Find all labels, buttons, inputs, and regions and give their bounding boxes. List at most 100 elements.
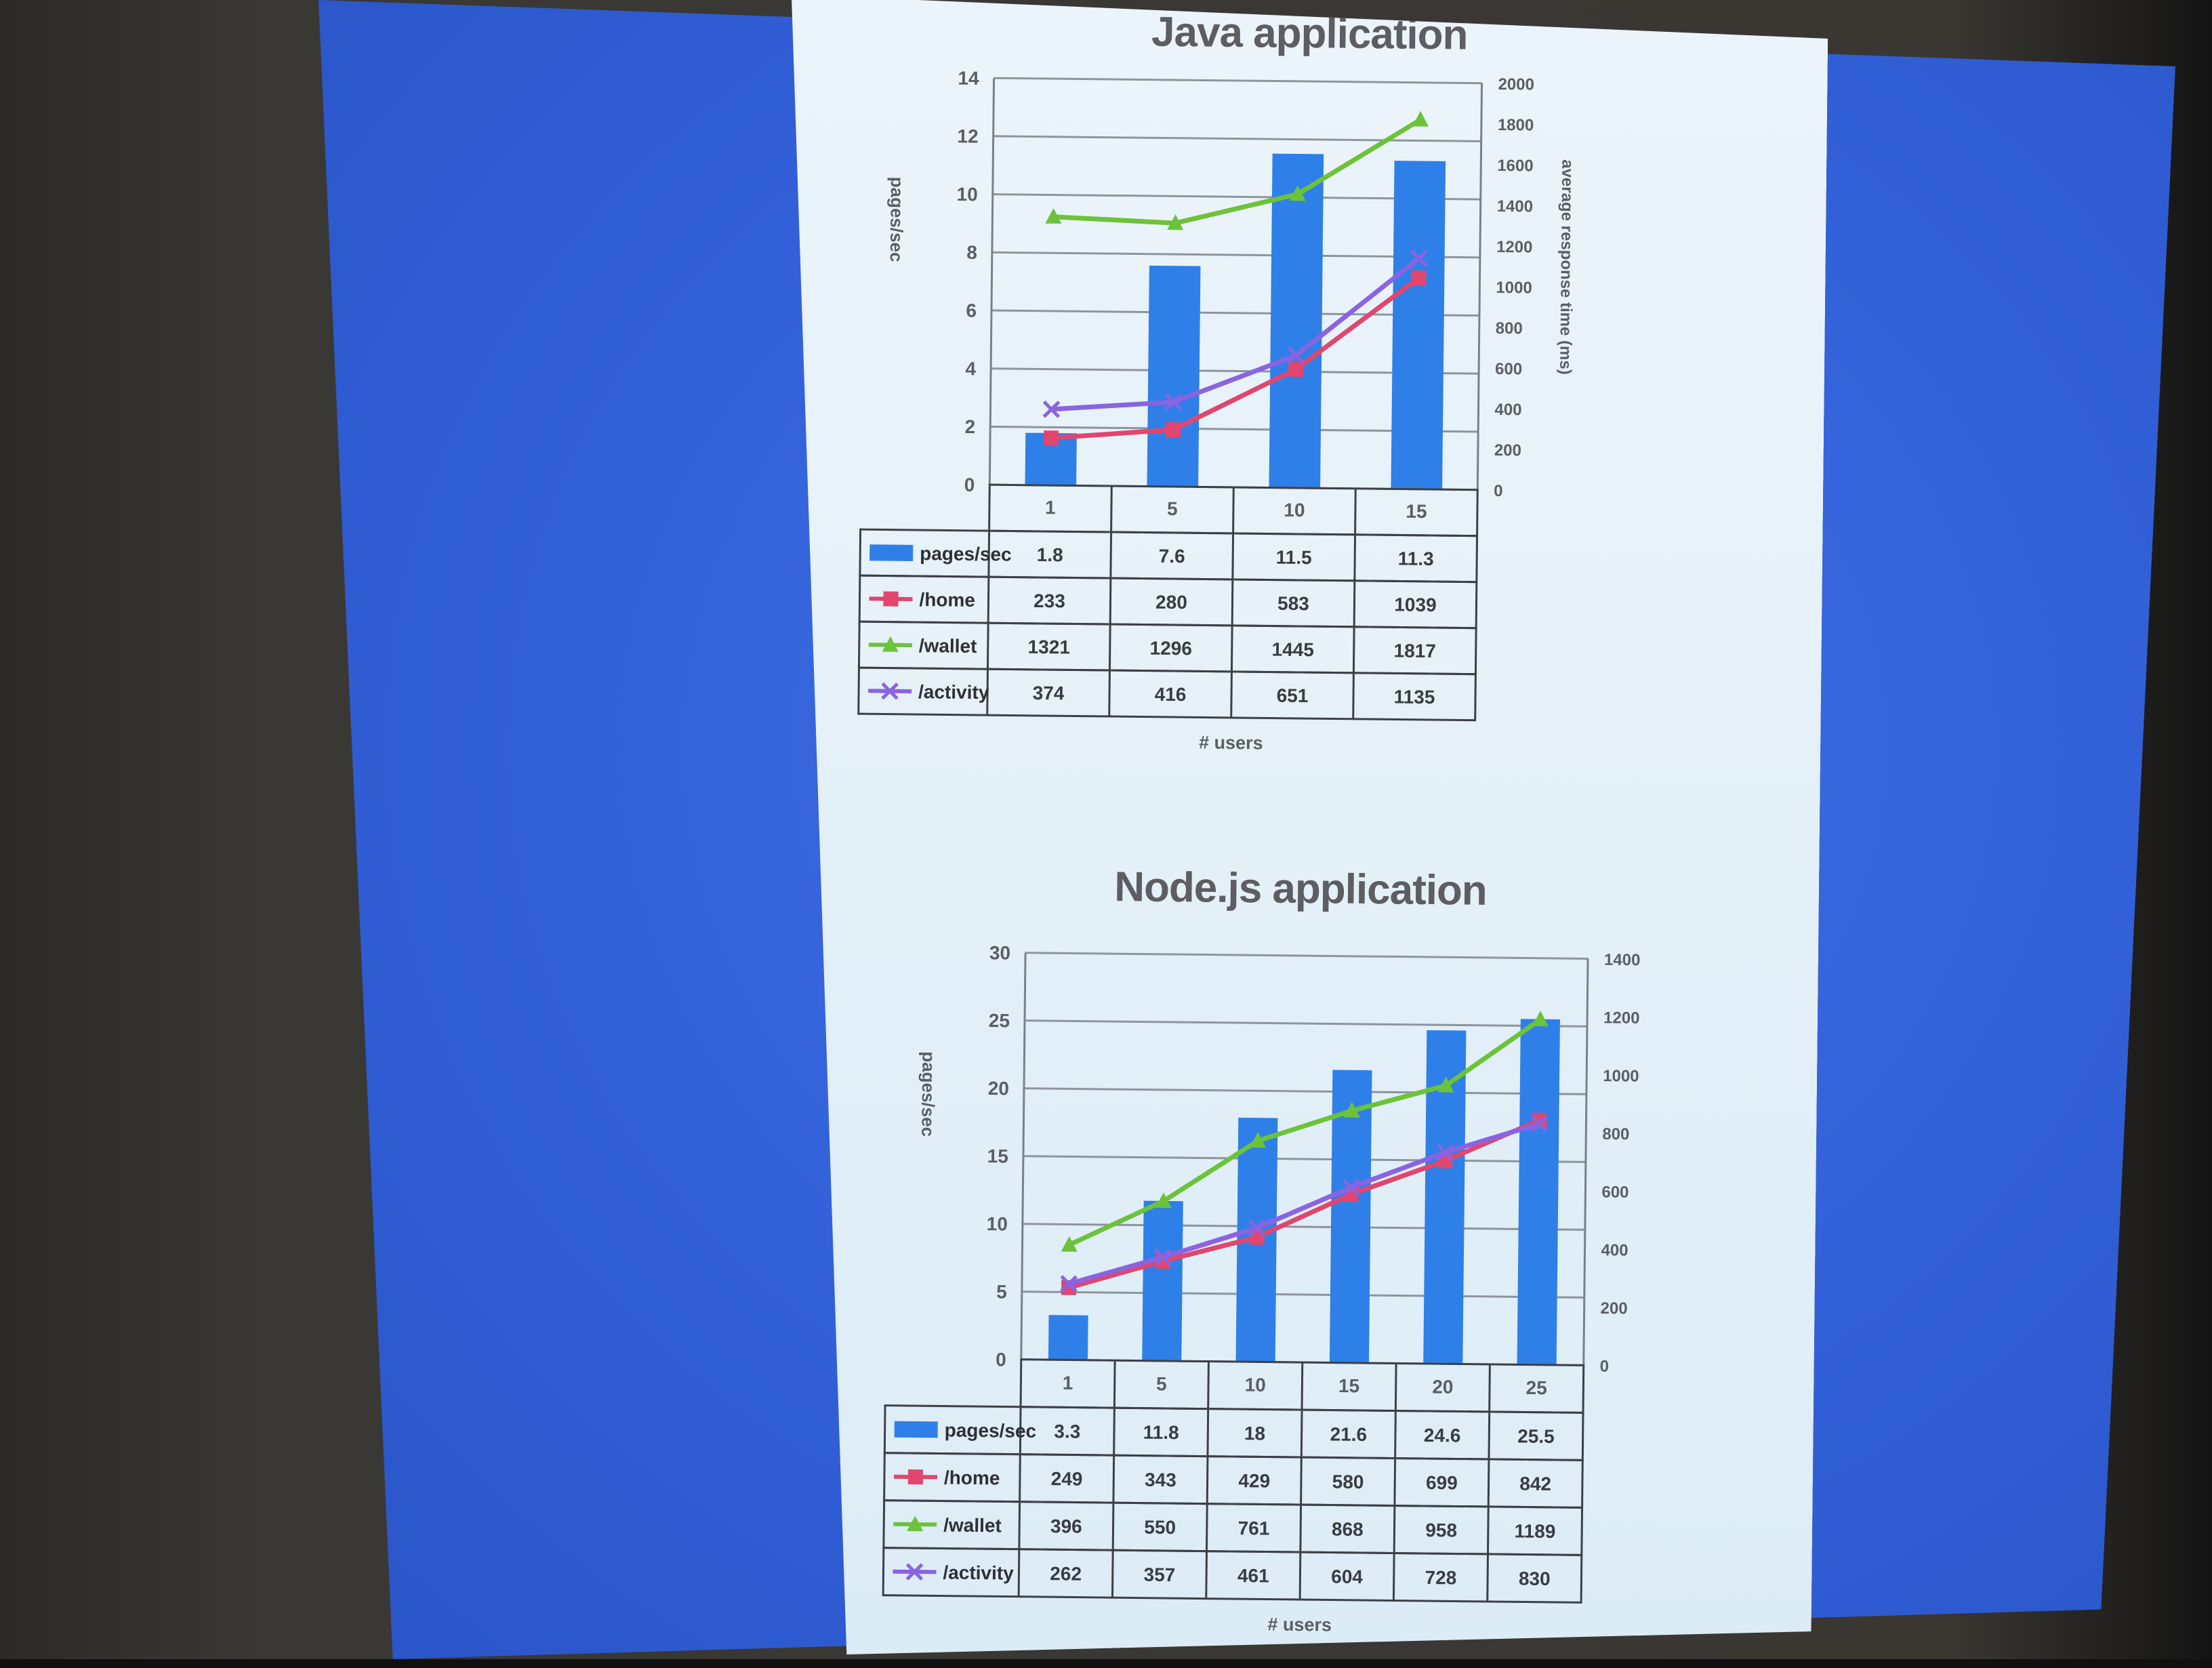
nodejs-legend-marker-home bbox=[908, 1469, 923, 1484]
java-data-label-home: 1039 bbox=[1394, 594, 1437, 615]
nodejs-data-label-pagessec: 3.3 bbox=[1054, 1421, 1080, 1442]
nodejs-data-label-activity: 830 bbox=[1519, 1568, 1551, 1589]
nodejs-y2-axis bbox=[1584, 958, 1588, 1365]
nodejs-ylabel: pages/sec bbox=[918, 1051, 939, 1137]
java-line-activity bbox=[1051, 255, 1418, 413]
java-point-home bbox=[1166, 422, 1181, 437]
nodejs-data-label-wallet: 958 bbox=[1425, 1520, 1457, 1541]
java-y2tick-label: 1600 bbox=[1497, 157, 1534, 176]
java-ylabel: pages/sec bbox=[886, 177, 907, 262]
nodejs-bar-pagessec bbox=[1423, 1030, 1466, 1364]
nodejs-point-wallet bbox=[1155, 1192, 1172, 1208]
nodejs-bar-pagessec bbox=[1142, 1201, 1183, 1362]
nodejs-bar-pagessec bbox=[1517, 1019, 1560, 1365]
java-data-label-pagessec: 11.3 bbox=[1398, 548, 1434, 569]
java-gridline bbox=[994, 136, 1481, 142]
nodejs-y2tick-label: 1400 bbox=[1604, 951, 1641, 970]
java-bar-pagessec bbox=[1147, 266, 1200, 487]
java-table-col-divider bbox=[1231, 487, 1234, 718]
nodejs-point-activity bbox=[1437, 1145, 1452, 1160]
nodejs-line-home bbox=[1069, 1116, 1539, 1293]
slide: Java application 0 2 4 6 8 10 12 14 0 200 400 600 80… bbox=[774, 0, 1828, 1665]
java-y-axis bbox=[989, 78, 994, 485]
java-legend-label-pagessec: pages/sec bbox=[920, 543, 1012, 565]
java-xlabel: # users bbox=[1199, 732, 1263, 753]
nodejs-gridline bbox=[1022, 1292, 1584, 1298]
java-data-label-pagessec: 7.6 bbox=[1159, 546, 1185, 567]
nodejs-category-label: 25 bbox=[1525, 1377, 1547, 1398]
java-ytick-label: 14 bbox=[958, 68, 979, 89]
nodejs-table-col-divider bbox=[1206, 1362, 1209, 1599]
nodejs-ytick-label: 10 bbox=[987, 1213, 1008, 1234]
java-data-label-activity: 651 bbox=[1277, 685, 1309, 706]
java-point-home bbox=[1044, 430, 1059, 445]
java-point-wallet bbox=[1290, 185, 1306, 201]
nodejs-table-col-divider bbox=[1112, 1360, 1115, 1598]
nodejs-legend-marker-activity bbox=[907, 1564, 922, 1579]
java-table-col-divider bbox=[1353, 489, 1356, 719]
java-line-home bbox=[1051, 274, 1419, 441]
nodejs-data-label-wallet: 761 bbox=[1238, 1518, 1270, 1539]
nodejs-category-label: 1 bbox=[1063, 1372, 1073, 1394]
java-bar-pagessec bbox=[1269, 154, 1324, 489]
nodejs-data-label-activity: 728 bbox=[1425, 1567, 1456, 1588]
java-chart: 0 2 4 6 8 10 12 14 0 200 400 600 800 1000 1200 1400 1600… bbox=[783, 0, 1828, 832]
nodejs-data-label-home: 343 bbox=[1145, 1469, 1176, 1490]
java-y2tick-label: 800 bbox=[1496, 319, 1523, 338]
nodejs-table-col-divider bbox=[1488, 1364, 1490, 1602]
nodejs-legend-label-pagessec: pages/sec bbox=[945, 1420, 1037, 1442]
java-y2tick-label: 1800 bbox=[1498, 116, 1534, 135]
nodejs-data-label-activity: 357 bbox=[1143, 1564, 1175, 1585]
nodejs-point-wallet bbox=[1344, 1102, 1360, 1118]
nodejs-data-label-home: 699 bbox=[1426, 1472, 1458, 1493]
java-y2tick-label: 600 bbox=[1495, 360, 1522, 378]
java-bars bbox=[1025, 151, 1446, 489]
java-legend-label-home: /home bbox=[919, 589, 975, 611]
nodejs-bar-pagessec bbox=[1330, 1070, 1372, 1364]
nodejs-data-label-home: 249 bbox=[1051, 1468, 1083, 1489]
java-bar-pagessec bbox=[1391, 161, 1446, 489]
nodejs-y2tick-label: 600 bbox=[1601, 1183, 1629, 1202]
nodejs-bars bbox=[1048, 1014, 1560, 1365]
java-data-label-wallet: 1445 bbox=[1271, 639, 1314, 661]
nodejs-legend-label-wallet: /wallet bbox=[943, 1515, 1002, 1537]
nodejs-data-label-activity: 461 bbox=[1237, 1565, 1269, 1586]
nodejs-point-activity bbox=[1061, 1276, 1076, 1291]
nodejs-table-row bbox=[883, 1548, 1582, 1603]
nodejs-point-wallet bbox=[1437, 1077, 1454, 1093]
java-point-wallet bbox=[1167, 214, 1183, 230]
java-y2-axis bbox=[1477, 83, 1481, 490]
java-data-label-pagessec: 11.5 bbox=[1276, 547, 1312, 569]
nodejs-legend-marker-wallet bbox=[907, 1516, 923, 1531]
nodejs-line-wallet bbox=[1069, 1015, 1540, 1250]
nodejs-category-label: 5 bbox=[1156, 1373, 1167, 1394]
nodejs-legend-label-home: /home bbox=[944, 1467, 1000, 1489]
nodejs-data-label-wallet: 550 bbox=[1144, 1517, 1176, 1538]
nodejs-data-label-activity: 262 bbox=[1050, 1563, 1082, 1584]
java-ytick-label: 6 bbox=[966, 300, 977, 321]
nodejs-point-activity bbox=[1344, 1180, 1359, 1195]
nodejs-point-activity bbox=[1532, 1116, 1547, 1131]
java-data-label-pagessec: 1.8 bbox=[1037, 544, 1063, 565]
java-point-activity bbox=[1044, 402, 1059, 417]
nodejs-y2tick-label: 800 bbox=[1602, 1125, 1629, 1143]
nodejs-category-label: 10 bbox=[1245, 1375, 1266, 1396]
java-legend-marker-home bbox=[883, 592, 898, 607]
java-ytick-label: 2 bbox=[964, 416, 975, 437]
java-point-wallet bbox=[1045, 208, 1061, 224]
java-data-label-home: 583 bbox=[1277, 593, 1309, 614]
nodejs-ytick-label: 0 bbox=[996, 1349, 1006, 1370]
java-data-label-home: 233 bbox=[1033, 590, 1065, 611]
nodejs-chart-block: Node.js application 0 5 10 15 20 25 30 0 200 400 6… bbox=[774, 835, 1820, 1665]
java-data-label-wallet: 1296 bbox=[1149, 638, 1192, 659]
nodejs-table-legend-divider bbox=[1020, 1455, 1021, 1502]
nodejs-category-label: 20 bbox=[1432, 1376, 1453, 1397]
java-y2tick-label: 1400 bbox=[1497, 197, 1534, 216]
java-point-home bbox=[1288, 362, 1303, 377]
java-point-activity bbox=[1166, 394, 1181, 409]
nodejs-point-activity bbox=[1155, 1250, 1170, 1265]
java-table-legend-divider bbox=[988, 577, 989, 623]
java-legend-marker-wallet bbox=[882, 636, 899, 652]
nodejs-gridlines bbox=[1021, 953, 1588, 1366]
